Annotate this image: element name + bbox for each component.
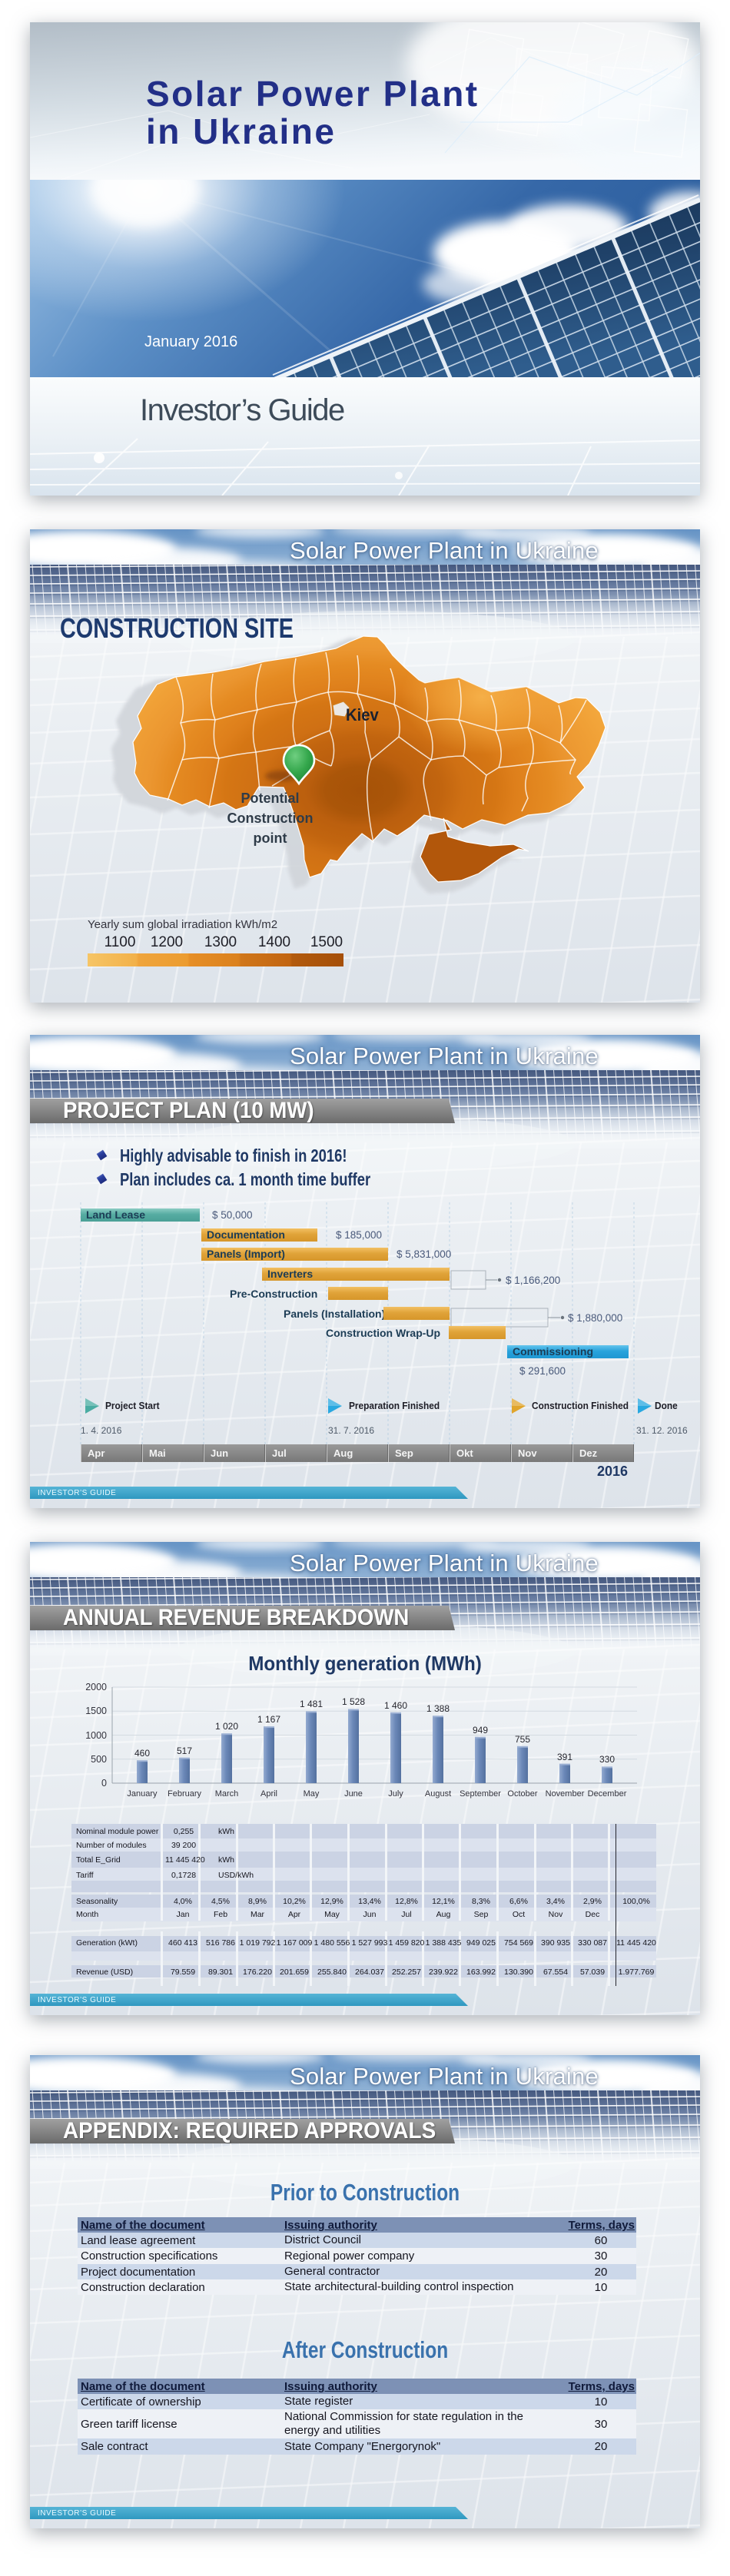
svg-text:1 481: 1 481: [300, 1699, 323, 1709]
svg-text:March: March: [215, 1789, 239, 1799]
svg-text:July: July: [388, 1789, 403, 1799]
svg-text:1 167: 1 167: [257, 1714, 280, 1725]
svg-text:0: 0: [101, 1778, 107, 1789]
svg-text:517: 517: [177, 1746, 192, 1756]
svg-text:391: 391: [557, 1752, 572, 1762]
svg-text:November: November: [546, 1789, 585, 1799]
svg-text:460: 460: [134, 1748, 150, 1759]
svg-text:1500: 1500: [85, 1706, 107, 1716]
svg-text:755: 755: [515, 1734, 530, 1745]
svg-text:330: 330: [599, 1754, 615, 1765]
svg-text:December: December: [588, 1789, 627, 1799]
svg-text:September: September: [460, 1789, 501, 1799]
svg-text:April: April: [260, 1789, 277, 1799]
svg-text:1000: 1000: [85, 1730, 107, 1741]
svg-text:June: June: [344, 1789, 363, 1799]
svg-text:February: February: [168, 1789, 202, 1799]
svg-text:January: January: [127, 1789, 158, 1799]
svg-text:949: 949: [473, 1725, 488, 1736]
svg-text:1 020: 1 020: [215, 1721, 238, 1732]
svg-text:500: 500: [91, 1754, 107, 1765]
svg-text:May: May: [304, 1789, 320, 1799]
svg-text:October: October: [507, 1789, 537, 1799]
svg-text:1 460: 1 460: [384, 1700, 407, 1711]
svg-text:2000: 2000: [85, 1682, 107, 1692]
svg-text:1 528: 1 528: [342, 1696, 365, 1707]
svg-text:August: August: [425, 1789, 451, 1799]
svg-text:1 388: 1 388: [426, 1703, 450, 1714]
